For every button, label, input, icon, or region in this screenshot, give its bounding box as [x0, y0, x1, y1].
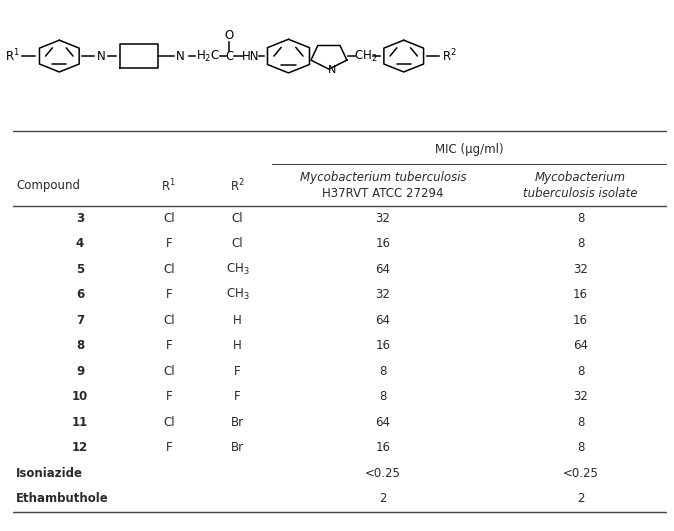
Text: Compound: Compound — [16, 179, 80, 192]
Text: N: N — [97, 49, 105, 63]
Text: 3: 3 — [76, 212, 84, 225]
Text: $\mathregular{H_2C}$: $\mathregular{H_2C}$ — [195, 48, 220, 64]
Text: F: F — [234, 365, 241, 378]
Text: 16: 16 — [573, 314, 588, 327]
Text: 2: 2 — [577, 492, 584, 506]
Text: 32: 32 — [573, 390, 588, 404]
Text: $\mathregular{R^1}$: $\mathregular{R^1}$ — [161, 177, 176, 194]
Text: 64: 64 — [573, 339, 588, 353]
Text: Cl: Cl — [232, 237, 243, 250]
Text: $\mathregular{CH_2}$: $\mathregular{CH_2}$ — [353, 48, 377, 64]
Text: F: F — [165, 441, 172, 455]
Text: N: N — [328, 65, 336, 75]
Text: Cl: Cl — [163, 212, 175, 225]
Text: F: F — [165, 288, 172, 302]
Text: F: F — [165, 237, 172, 250]
Text: 11: 11 — [72, 416, 88, 429]
Text: tuberculosis isolate: tuberculosis isolate — [524, 187, 638, 200]
Text: 9: 9 — [76, 365, 84, 378]
Text: 16: 16 — [573, 288, 588, 302]
Text: Br: Br — [231, 416, 244, 429]
Text: Mycobacterium tuberculosis: Mycobacterium tuberculosis — [299, 171, 466, 184]
Text: 2: 2 — [379, 492, 387, 506]
Text: $\mathregular{R^2}$: $\mathregular{R^2}$ — [230, 177, 245, 194]
Text: Isoniazide: Isoniazide — [16, 467, 83, 480]
Text: Cl: Cl — [163, 314, 175, 327]
Text: O: O — [224, 29, 234, 42]
Text: 8: 8 — [577, 365, 584, 378]
Text: 64: 64 — [375, 263, 390, 276]
Text: 4: 4 — [76, 237, 84, 250]
Text: 8: 8 — [577, 416, 584, 429]
Text: 16: 16 — [375, 339, 390, 353]
Text: H: H — [233, 339, 242, 353]
Text: 32: 32 — [573, 263, 588, 276]
Text: MIC (μg/ml): MIC (μg/ml) — [435, 143, 503, 156]
Text: Mycobacterium: Mycobacterium — [535, 171, 626, 184]
Text: Br: Br — [231, 441, 244, 455]
Text: Cl: Cl — [232, 212, 243, 225]
Text: 10: 10 — [72, 390, 88, 404]
Text: 16: 16 — [375, 237, 390, 250]
Text: 64: 64 — [375, 416, 390, 429]
Text: 32: 32 — [375, 212, 390, 225]
Text: 8: 8 — [577, 237, 584, 250]
Text: 32: 32 — [375, 288, 390, 302]
Text: H: H — [233, 314, 242, 327]
Text: $\mathregular{CH_3}$: $\mathregular{CH_3}$ — [226, 262, 249, 277]
Text: F: F — [165, 339, 172, 353]
Text: 6: 6 — [76, 288, 84, 302]
Text: $\mathregular{R^2}$: $\mathregular{R^2}$ — [442, 48, 457, 64]
Text: 8: 8 — [76, 339, 84, 353]
Text: 8: 8 — [577, 212, 584, 225]
Text: F: F — [234, 390, 241, 404]
Text: $\mathregular{R^1}$: $\mathregular{R^1}$ — [5, 48, 20, 64]
Text: 64: 64 — [375, 314, 390, 327]
Text: 8: 8 — [577, 441, 584, 455]
Text: 12: 12 — [72, 441, 88, 455]
Text: HN: HN — [242, 49, 259, 63]
Text: F: F — [165, 390, 172, 404]
Text: N: N — [177, 49, 185, 63]
Text: Cl: Cl — [163, 416, 175, 429]
Text: 8: 8 — [379, 365, 387, 378]
Text: Cl: Cl — [163, 365, 175, 378]
Text: $\mathregular{CH_3}$: $\mathregular{CH_3}$ — [226, 287, 249, 303]
Text: C: C — [225, 49, 233, 63]
Text: 8: 8 — [379, 390, 387, 404]
Text: Ethambuthole: Ethambuthole — [16, 492, 109, 506]
Text: 5: 5 — [76, 263, 84, 276]
Text: 16: 16 — [375, 441, 390, 455]
Text: Cl: Cl — [163, 263, 175, 276]
Text: 7: 7 — [76, 314, 84, 327]
Text: <0.25: <0.25 — [563, 467, 599, 480]
Text: H37RVT ATCC 27294: H37RVT ATCC 27294 — [322, 187, 443, 200]
Text: <0.25: <0.25 — [365, 467, 401, 480]
